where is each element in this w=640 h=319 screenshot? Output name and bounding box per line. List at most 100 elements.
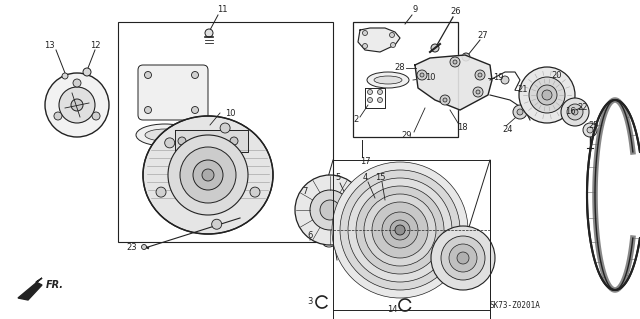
Circle shape <box>441 236 485 280</box>
Circle shape <box>193 160 223 190</box>
Circle shape <box>519 67 575 123</box>
Circle shape <box>450 57 460 67</box>
Text: 12: 12 <box>90 41 100 49</box>
Circle shape <box>390 33 394 38</box>
Bar <box>353 22 458 137</box>
Text: 25: 25 <box>589 121 599 130</box>
Text: 18: 18 <box>457 122 467 131</box>
Circle shape <box>364 194 436 266</box>
Text: 7: 7 <box>302 188 308 197</box>
Circle shape <box>513 105 527 119</box>
Circle shape <box>378 90 383 94</box>
Text: 17: 17 <box>360 158 371 167</box>
Circle shape <box>501 76 509 84</box>
Text: 6: 6 <box>307 231 313 240</box>
Circle shape <box>212 219 221 229</box>
Circle shape <box>587 127 593 133</box>
Circle shape <box>178 137 186 145</box>
Bar <box>118 22 333 242</box>
Circle shape <box>567 104 583 120</box>
Text: 10: 10 <box>225 108 236 117</box>
Circle shape <box>431 226 495 290</box>
Text: 16: 16 <box>564 108 575 116</box>
Text: 10: 10 <box>425 73 435 83</box>
Ellipse shape <box>143 116 273 234</box>
Circle shape <box>378 98 383 102</box>
Circle shape <box>443 98 447 102</box>
Circle shape <box>295 175 365 245</box>
Circle shape <box>529 77 565 113</box>
Circle shape <box>320 200 340 220</box>
Ellipse shape <box>136 124 194 146</box>
Circle shape <box>362 43 367 48</box>
Text: 20: 20 <box>552 70 563 79</box>
Text: 13: 13 <box>44 41 54 49</box>
Circle shape <box>431 44 439 52</box>
Circle shape <box>583 123 597 137</box>
Text: 26: 26 <box>451 8 461 17</box>
Text: 22: 22 <box>578 103 588 113</box>
Circle shape <box>572 109 578 115</box>
Text: 3: 3 <box>307 298 313 307</box>
Circle shape <box>390 42 396 48</box>
Text: 4: 4 <box>362 173 367 182</box>
Polygon shape <box>175 130 248 152</box>
Circle shape <box>367 90 372 94</box>
Circle shape <box>54 112 62 120</box>
Text: 14: 14 <box>387 306 397 315</box>
Text: 15: 15 <box>375 173 385 182</box>
Circle shape <box>348 178 452 282</box>
Text: 23: 23 <box>127 242 138 251</box>
Circle shape <box>204 137 212 145</box>
Circle shape <box>62 73 68 79</box>
Text: 29: 29 <box>402 130 412 139</box>
Circle shape <box>340 170 460 290</box>
Circle shape <box>230 137 238 145</box>
Circle shape <box>449 244 477 272</box>
Circle shape <box>250 187 260 197</box>
Circle shape <box>59 87 95 123</box>
Text: 8: 8 <box>444 256 450 265</box>
Text: 28: 28 <box>395 63 405 72</box>
Circle shape <box>168 135 248 215</box>
Circle shape <box>145 71 152 78</box>
Circle shape <box>141 244 147 249</box>
FancyBboxPatch shape <box>138 65 208 120</box>
Circle shape <box>440 95 450 105</box>
Circle shape <box>395 225 405 235</box>
Text: 24: 24 <box>503 125 513 135</box>
Polygon shape <box>358 28 400 52</box>
Circle shape <box>321 201 328 207</box>
Circle shape <box>332 162 468 298</box>
Circle shape <box>191 71 198 78</box>
Circle shape <box>476 90 480 94</box>
Circle shape <box>478 73 482 77</box>
Circle shape <box>156 187 166 197</box>
Circle shape <box>145 107 152 114</box>
Circle shape <box>457 252 469 264</box>
Circle shape <box>462 53 470 61</box>
Circle shape <box>390 220 410 240</box>
Circle shape <box>453 60 457 64</box>
Circle shape <box>382 212 418 248</box>
Text: 2: 2 <box>353 115 358 124</box>
Circle shape <box>92 112 100 120</box>
Text: 21: 21 <box>518 85 528 94</box>
Circle shape <box>417 70 427 80</box>
Circle shape <box>362 31 367 35</box>
Circle shape <box>71 99 83 111</box>
Circle shape <box>372 202 428 258</box>
Circle shape <box>205 29 213 37</box>
Circle shape <box>45 73 109 137</box>
Circle shape <box>164 138 175 148</box>
Circle shape <box>180 147 236 203</box>
Circle shape <box>191 107 198 114</box>
Polygon shape <box>18 278 42 300</box>
Circle shape <box>542 90 552 100</box>
Ellipse shape <box>374 76 402 84</box>
Circle shape <box>561 98 589 126</box>
Text: 27: 27 <box>477 31 488 40</box>
Circle shape <box>310 190 350 230</box>
Polygon shape <box>415 55 492 110</box>
Text: 5: 5 <box>335 174 340 182</box>
